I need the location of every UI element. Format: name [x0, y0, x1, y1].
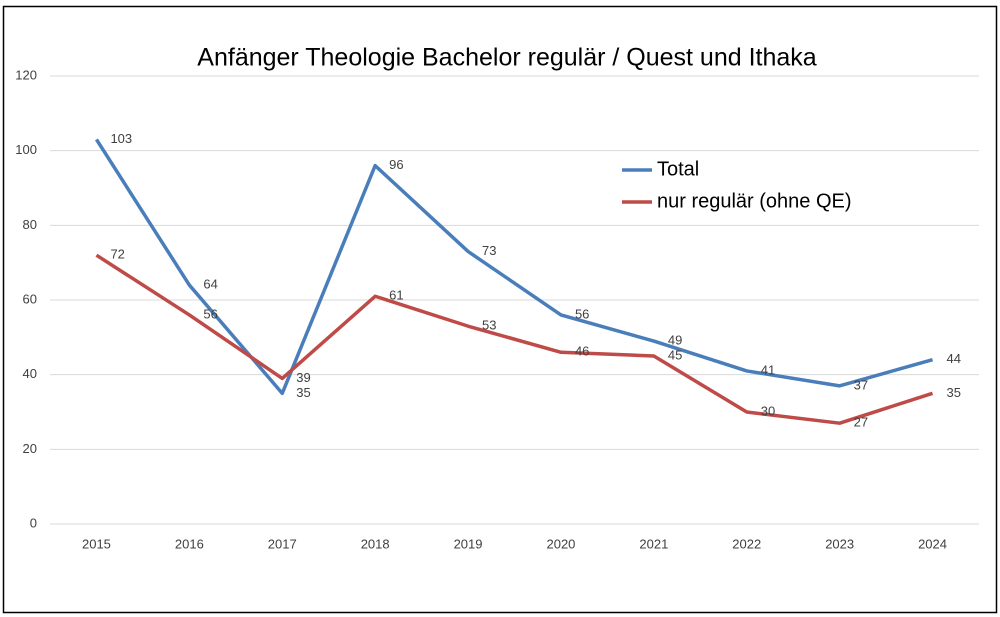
- data-label: 39: [296, 370, 310, 385]
- y-tick-label: 60: [23, 291, 37, 306]
- data-label: 45: [668, 347, 682, 362]
- chart-border: [2, 5, 998, 614]
- series-line: [95, 253, 934, 425]
- y-tick-label: 20: [23, 441, 37, 456]
- data-label: 30: [761, 403, 775, 418]
- data-label: 53: [482, 318, 496, 333]
- x-tick-label: 2023: [825, 536, 854, 551]
- data-label: 35: [947, 385, 961, 400]
- x-tick-label: 2017: [268, 536, 297, 551]
- data-label: 103: [110, 131, 132, 146]
- data-label: 56: [203, 306, 217, 321]
- legend: nur regulär (ohne QE): [657, 190, 852, 212]
- data-label: 72: [110, 247, 124, 262]
- legend: Total: [657, 158, 699, 180]
- data-label: 37: [854, 377, 868, 392]
- y-tick-label: 0: [30, 515, 37, 530]
- data-label: 96: [389, 157, 403, 172]
- data-label: 73: [482, 243, 496, 258]
- data-label: 56: [575, 306, 589, 321]
- series-line: [94, 138, 934, 396]
- x-tick-label: 2019: [454, 536, 483, 551]
- x-tick-label: 2022: [732, 536, 761, 551]
- x-tick-label: 2020: [546, 536, 575, 551]
- data-label: 46: [575, 344, 589, 359]
- y-tick-label: 120: [15, 67, 37, 82]
- y-tick-label: 100: [15, 142, 37, 157]
- data-label: 44: [947, 351, 961, 366]
- x-tick-label: 2016: [175, 536, 204, 551]
- x-tick-label: 2021: [639, 536, 668, 551]
- data-label: 61: [389, 288, 403, 303]
- chart-title: Anfänger Theologie Bachelor regulär / Qu…: [197, 44, 816, 72]
- data-label: 35: [296, 385, 310, 400]
- data-label: 49: [668, 333, 682, 348]
- x-tick-label: 2024: [918, 536, 947, 551]
- x-tick-label: 2018: [361, 536, 390, 551]
- data-label: 27: [854, 415, 868, 430]
- y-tick-label: 80: [23, 217, 37, 232]
- y-tick-label: 40: [23, 366, 37, 381]
- data-label: 64: [203, 277, 217, 292]
- data-label: 41: [761, 362, 775, 377]
- x-tick-label: 2015: [82, 536, 111, 551]
